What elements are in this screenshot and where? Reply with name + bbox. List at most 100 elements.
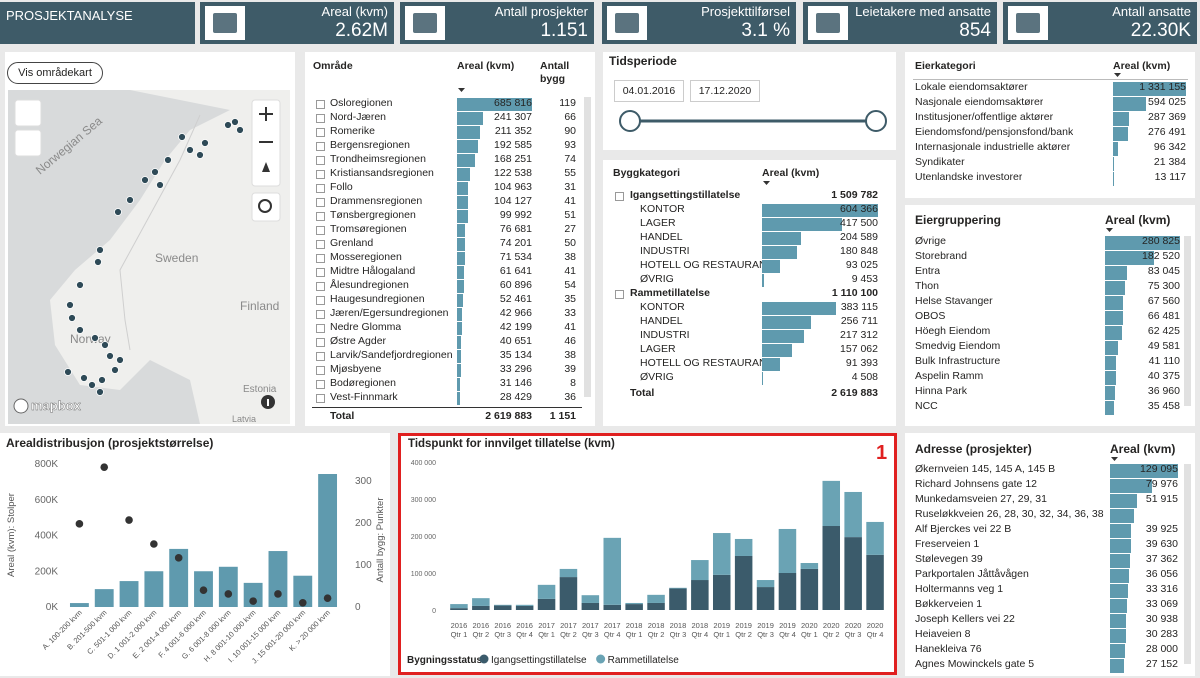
group-areal: 1 509 782	[831, 189, 878, 201]
areal-label: 256 711	[840, 315, 878, 327]
areal-bar	[762, 372, 763, 385]
chart-title: Tidspunkt for innvilget tillatelse (kvm)	[408, 438, 615, 450]
scrollbar	[584, 97, 591, 397]
map-button[interactable]: Vis områdekart	[7, 62, 103, 84]
y-tick-label: 200 000	[411, 534, 436, 541]
column-header: Areal (kvm)	[1113, 60, 1171, 72]
areal-bar	[762, 218, 843, 231]
bygg-label: 41	[564, 265, 576, 277]
kpi-value: 1.151	[540, 20, 588, 41]
map-dot	[76, 326, 84, 334]
expand-icon	[316, 352, 325, 361]
row-name: Øvrige	[915, 235, 946, 247]
bygg-label: 38	[564, 251, 576, 263]
map-dot	[94, 258, 102, 266]
areal-bar	[1110, 659, 1125, 673]
areal-bar	[1110, 554, 1130, 568]
areal-label: 41 110	[1148, 355, 1180, 367]
expand-icon	[316, 184, 325, 193]
y-tick-label: 0K	[46, 602, 59, 613]
date-input[interactable]: 17.12.2020	[690, 80, 760, 102]
kpi-icon-glyph	[615, 13, 639, 33]
areal-label: 276 491	[1148, 126, 1186, 138]
areal-bar	[1105, 371, 1116, 385]
bar-segment	[515, 605, 534, 610]
x-tick-label: 2017 Qtr 4	[603, 621, 621, 639]
areal-label: 67 560	[1147, 295, 1180, 307]
areal-label: 62 425	[1147, 325, 1180, 337]
bar	[94, 589, 114, 607]
title-box	[0, 2, 195, 44]
areal-bar	[1105, 341, 1119, 355]
areal-label: 594 025	[1148, 96, 1186, 108]
areal-bar	[457, 378, 461, 391]
point	[224, 590, 233, 598]
areal-bar	[1105, 236, 1180, 250]
areal-label: 129 095	[1140, 463, 1178, 475]
point	[274, 590, 282, 598]
kpi-label: Leietakere med ansatte	[855, 4, 991, 19]
map-dot	[66, 301, 74, 309]
bar-segment	[844, 491, 862, 538]
y2-axis-label: Antall bygg: Punkter	[375, 497, 386, 582]
sort-caret	[458, 88, 465, 92]
areal-label: 83 045	[1147, 265, 1180, 277]
bygg-label: 50	[564, 237, 576, 249]
areal-bar	[1105, 266, 1128, 280]
slider-handle[interactable]	[619, 110, 641, 132]
areal-label: 241 307	[494, 111, 532, 123]
bar	[144, 571, 164, 607]
areal-label: 52 461	[499, 293, 532, 305]
bygg-label: 66	[564, 111, 576, 123]
areal-bar	[457, 126, 481, 139]
row-name: Osloregionen	[330, 97, 393, 109]
areal-bar	[1110, 479, 1153, 493]
areal-label: 91 393	[845, 357, 878, 369]
areal-label: 33 296	[499, 363, 532, 375]
map-border	[119, 114, 201, 351]
map-dot	[98, 376, 106, 384]
areal-bar	[1110, 584, 1128, 598]
date-input[interactable]: 04.01.2016	[614, 80, 684, 102]
bygg-label: 39	[564, 363, 576, 375]
areal-label: 104 127	[494, 195, 532, 207]
bar	[69, 603, 89, 607]
row-name: ØVRIG	[640, 371, 674, 383]
y-tick-label: 300 000	[411, 497, 436, 504]
point	[199, 586, 208, 594]
row-name: Syndikater	[915, 156, 965, 168]
areal-bar	[1105, 401, 1115, 415]
map-dot	[126, 196, 134, 204]
kpi-label: Antall prosjekter	[494, 4, 588, 19]
bygg-label: 31	[564, 181, 576, 193]
kpi-value: 22.30K	[1130, 20, 1191, 41]
areal-bar	[1105, 356, 1116, 370]
row-name: Midtre Hålogaland	[330, 265, 416, 277]
omrade-panel	[305, 52, 595, 426]
x-tick-label: 2019 Qtr 1	[713, 621, 731, 639]
bygg-label: 46	[564, 335, 576, 347]
sort-caret	[763, 181, 770, 185]
group-areal: 1 110 100	[831, 287, 878, 299]
map-dot	[114, 208, 122, 216]
row-name: Utenlandske investorer	[915, 171, 1023, 183]
x-tick-label: 2020 Qtr 2	[822, 621, 840, 639]
areal-bar	[762, 246, 797, 259]
areal-label: 4 508	[851, 371, 878, 383]
map-dot	[178, 133, 186, 141]
collapse-icon	[615, 290, 624, 299]
row-name: HANDEL	[640, 231, 683, 243]
column-header: Areal (kvm)	[762, 167, 820, 179]
areal-bar	[1110, 539, 1131, 553]
areal-bar	[457, 280, 464, 293]
row-name: Larvik/Sandefjordregionen	[330, 349, 453, 361]
point	[298, 599, 307, 607]
total-label: Total	[630, 387, 655, 399]
bar-segment	[712, 533, 731, 575]
row-name: Haugesundregionen	[330, 293, 425, 305]
sort-caret	[1111, 457, 1118, 461]
map-dot	[224, 121, 232, 129]
areal-label: 51 915	[1145, 493, 1178, 505]
row-name: Østre Agder	[330, 335, 387, 347]
